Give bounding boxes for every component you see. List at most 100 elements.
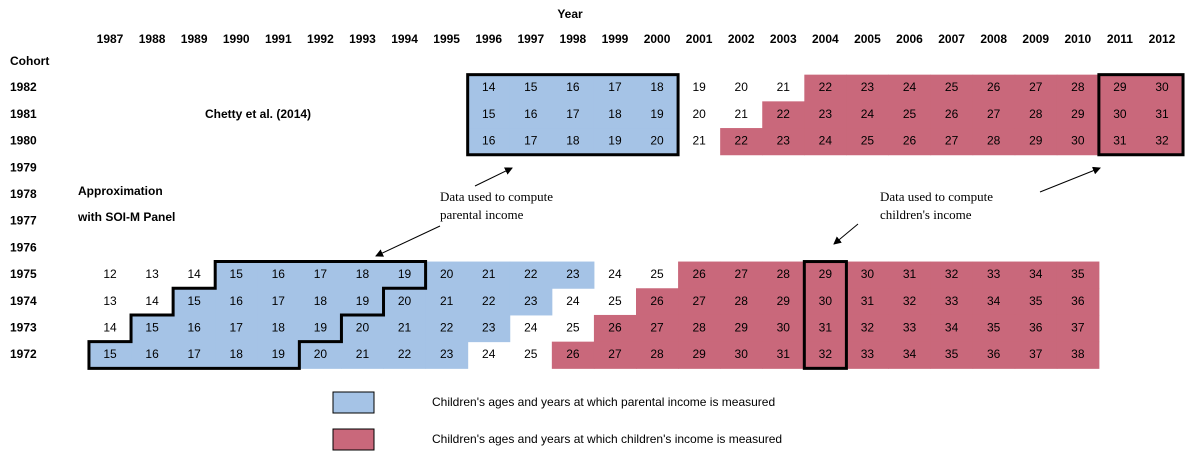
age: 20	[398, 294, 412, 308]
age: 18	[566, 134, 580, 148]
year-label: 2004	[812, 32, 839, 46]
age: 27	[608, 347, 622, 361]
year-label: 1990	[223, 32, 250, 46]
age: 24	[819, 134, 833, 148]
cell	[341, 314, 385, 343]
cell	[257, 261, 300, 289]
age: 32	[903, 294, 917, 308]
year-label: 2007	[938, 32, 965, 46]
cell	[593, 341, 637, 369]
age: 27	[735, 267, 749, 281]
age: 31	[861, 294, 875, 308]
age: 24	[566, 294, 580, 308]
age: 14	[103, 320, 117, 334]
age: 29	[819, 267, 833, 281]
age: 21	[398, 320, 412, 334]
cell	[888, 128, 932, 156]
year-label: 1996	[475, 32, 502, 46]
age: 17	[272, 294, 286, 308]
cell	[846, 128, 889, 156]
age: 18	[314, 294, 328, 308]
age: 26	[987, 80, 1001, 94]
age: 31	[819, 320, 833, 334]
age: 24	[861, 107, 875, 121]
cell	[720, 288, 763, 316]
age: 20	[650, 134, 664, 148]
age: 14	[482, 80, 496, 94]
age: 18	[272, 320, 286, 334]
age: 35	[987, 320, 1001, 334]
age: 20	[735, 80, 749, 94]
year-label: 2003	[770, 32, 797, 46]
age: 19	[650, 107, 664, 121]
age: 24	[903, 80, 917, 94]
cohort-label: 1974	[10, 294, 37, 308]
age: 14	[187, 267, 201, 281]
age: 30	[1071, 134, 1085, 148]
age: 19	[692, 80, 706, 94]
cell	[299, 288, 342, 316]
age: 36	[987, 347, 1001, 361]
children-note: Data used to compute	[880, 189, 993, 204]
legend-swatch	[332, 428, 375, 451]
cell	[720, 341, 763, 369]
age: 18	[650, 80, 664, 94]
parental-note: Data used to compute	[440, 189, 553, 204]
cell	[1056, 128, 1100, 156]
age: 34	[945, 320, 959, 334]
age: 20	[314, 347, 328, 361]
arrow	[833, 223, 859, 245]
approx-label: with SOI-M Panel	[77, 210, 175, 224]
age: 26	[608, 320, 622, 334]
cell	[299, 261, 342, 289]
cohort-label: 1976	[10, 240, 37, 254]
age: 26	[692, 267, 706, 281]
age: 19	[314, 320, 328, 334]
age: 21	[482, 267, 496, 281]
age: 15	[103, 347, 117, 361]
cell	[1098, 128, 1142, 156]
cell	[930, 341, 974, 369]
cell	[509, 288, 553, 316]
age: 27	[1029, 80, 1043, 94]
cell	[593, 101, 637, 129]
cell	[467, 128, 511, 156]
age: 31	[1155, 107, 1169, 121]
age: 27	[987, 107, 1001, 121]
age: 14	[145, 294, 159, 308]
age: 22	[819, 80, 833, 94]
children-note: children's income	[880, 207, 972, 222]
outline-box	[802, 260, 848, 370]
age: 22	[524, 267, 538, 281]
cell	[1014, 261, 1058, 289]
age: 31	[903, 267, 917, 281]
cell	[888, 341, 932, 369]
age: 20	[692, 107, 706, 121]
age: 29	[692, 347, 706, 361]
cohort-label: 1973	[10, 320, 37, 334]
cell	[804, 74, 847, 102]
age: 23	[482, 320, 496, 334]
cell	[888, 288, 932, 316]
age: 21	[735, 107, 749, 121]
age: 25	[903, 107, 917, 121]
cell	[383, 261, 427, 289]
cell	[972, 74, 1016, 102]
cell	[930, 288, 974, 316]
arrow	[474, 167, 513, 187]
age: 24	[524, 320, 538, 334]
cell	[678, 261, 721, 289]
age: 33	[945, 294, 959, 308]
age: 25	[945, 80, 959, 94]
parental-note: parental income	[440, 207, 524, 222]
year-label: 1987	[97, 32, 124, 46]
cell	[720, 314, 763, 343]
age: 17	[314, 267, 328, 281]
cell	[509, 101, 553, 129]
year-label: 2011	[1107, 32, 1133, 46]
age: 30	[735, 347, 749, 361]
cell	[804, 128, 847, 156]
cell	[593, 314, 637, 343]
cell	[1014, 341, 1058, 369]
age: 30	[777, 320, 791, 334]
